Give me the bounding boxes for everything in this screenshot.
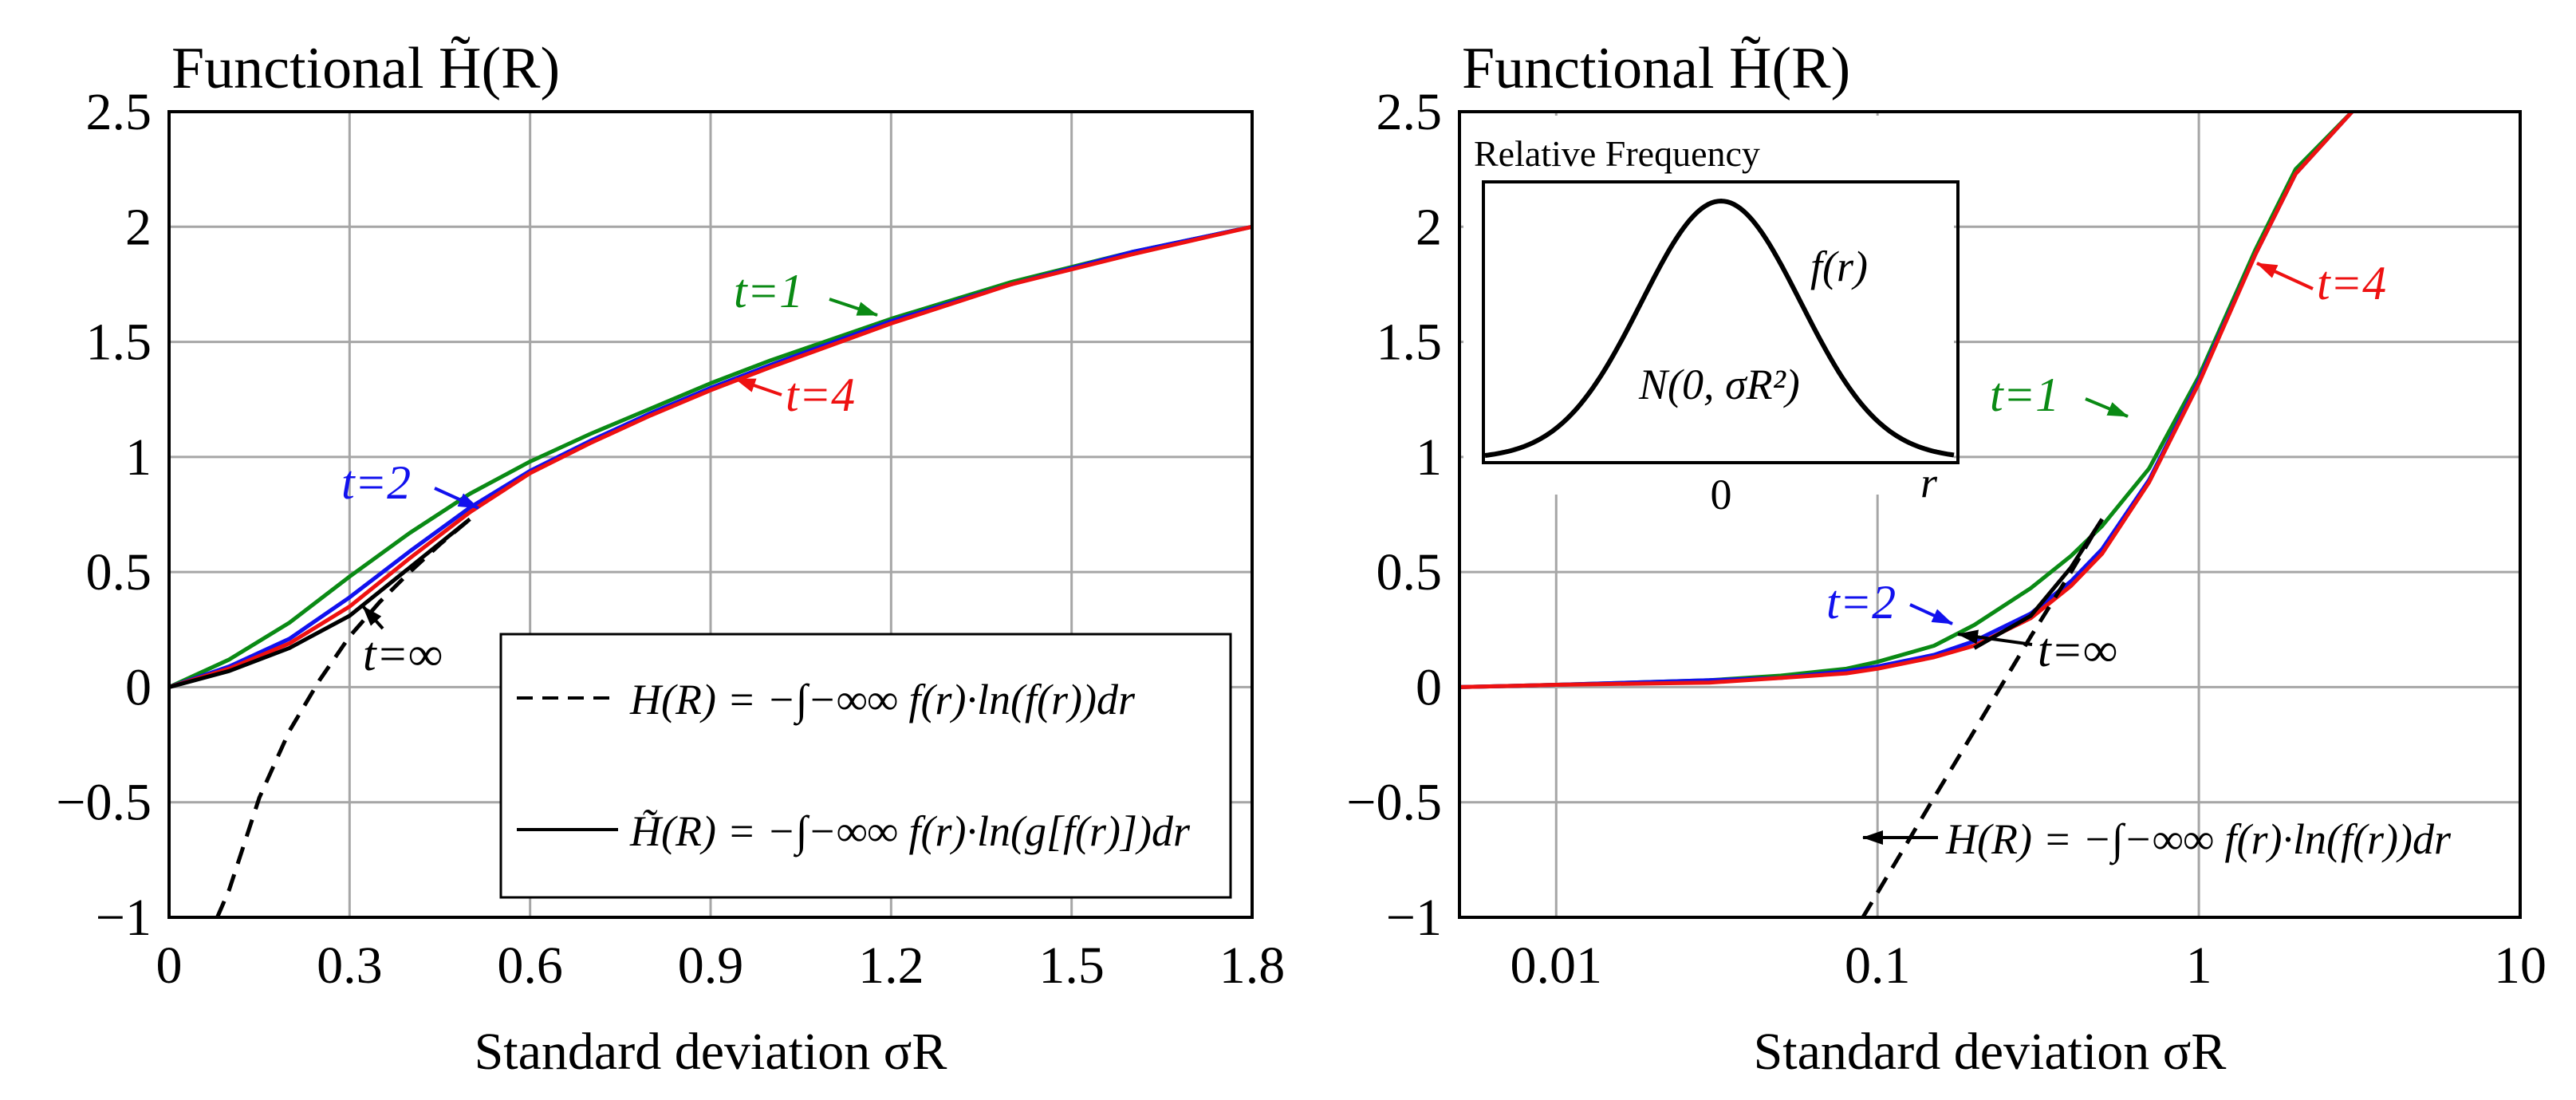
annotation-t2: t=2 — [1826, 576, 1896, 629]
annotation-t1: t=1 — [1990, 369, 2059, 421]
inset-title: Relative Frequency — [1474, 133, 1760, 174]
y-tick-label: 0.5 — [86, 543, 152, 601]
y-tick-label: −1 — [1386, 889, 1442, 947]
y-tick-label: 0 — [1416, 658, 1442, 716]
annotation-t4: t=4 — [786, 369, 855, 421]
y-tick-label: −1 — [96, 889, 152, 947]
y-tick-label: 2.5 — [86, 83, 152, 141]
y-tick-label: 0 — [125, 658, 152, 716]
series-lines — [167, 224, 1253, 918]
x-axis-label: Standard deviation σR — [1754, 1023, 2227, 1081]
chart-title: Functional H̃(R) — [171, 36, 560, 101]
x-tick-label: 1.5 — [1038, 936, 1105, 995]
x-tick-label: 0.01 — [1511, 936, 1603, 995]
legend: H(R) = −∫−∞∞ f(r)·ln(f(r))dr — [1862, 815, 2452, 865]
left-chart: Functional H̃(R) 2.5 2 1.5 1 0.5 0 −0.5 −1 0 0.3… — [56, 36, 1285, 1081]
x-axis-label: Standard deviation σR — [475, 1023, 947, 1081]
series-line-t4 — [168, 224, 1253, 689]
y-tick-label: 2.5 — [1377, 83, 1443, 141]
annotation-tinf-arrow — [1957, 629, 2033, 646]
legend: H(R) = −∫−∞∞ f(r)·ln(f(r))dr H̃(R) = −∫−… — [499, 633, 1232, 899]
y-tick-labels: 2.5 2 1.5 1 0.5 0 −0.5 −1 — [56, 83, 152, 947]
x-tick-labels: 0 0.3 0.6 0.9 1.2 1.5 1.8 — [156, 936, 1286, 995]
annotation-t4-arrow — [2256, 262, 2314, 290]
plot-frame — [167, 110, 1254, 919]
inset-gaussian-curve — [1484, 198, 1955, 458]
annotation-tinf: t=∞ — [2038, 624, 2117, 676]
x-tick-label: 1.8 — [1219, 936, 1286, 995]
y-tick-labels: 2.5 2 1.5 1 0.5 0 −0.5 −1 — [1346, 83, 1442, 947]
inset: Relative Frequency f(r) N(0, σR²) 0 r — [1463, 116, 1960, 518]
x-tick-label: 0.6 — [497, 936, 563, 995]
chart-title: Functional H̃(R) — [1462, 36, 1850, 101]
x-tick-label: 1.2 — [858, 936, 924, 995]
x-tick-label: 0 — [156, 936, 183, 995]
inset-background — [1463, 116, 1954, 495]
x-tick-label: 1 — [2186, 936, 2212, 995]
y-tick-label: 1.5 — [86, 313, 152, 372]
y-tick-label: −0.5 — [56, 774, 152, 832]
y-tick-label: 1 — [125, 428, 152, 487]
annotation-t1: t=1 — [734, 265, 803, 317]
x-tick-label: 0.9 — [678, 936, 744, 995]
plot-frame — [1458, 110, 2522, 919]
y-tick-label: 0.5 — [1377, 543, 1443, 601]
annotation-t4-arrow — [735, 377, 782, 396]
inset-curve-label: f(r) — [1810, 242, 1868, 290]
y-tick-label: 1.5 — [1377, 313, 1443, 372]
annotation-tinf: t=∞ — [363, 628, 443, 680]
legend-entry-H: H(R) = −∫−∞∞ f(r)·ln(f(r))dr — [1945, 815, 2452, 865]
y-tick-label: 2 — [125, 198, 152, 256]
series-lines — [1459, 110, 2354, 919]
inset-x-label: r — [1920, 459, 1938, 507]
x-tick-labels: 0.01 0.1 1 10 — [1511, 936, 2546, 995]
y-tick-label: 2 — [1416, 198, 1442, 256]
annotation-t2-arrow — [434, 487, 479, 510]
series-line-HR — [1861, 518, 2104, 919]
x-tick-label: 10 — [2494, 936, 2546, 995]
y-tick-label: −0.5 — [1346, 774, 1442, 832]
annotation-t2: t=2 — [341, 456, 411, 509]
legend-entry-H: H(R) = −∫−∞∞ f(r)·ln(f(r))dr — [629, 676, 1136, 726]
right-chart: Functional H̃(R) 2.5 2 1.5 1 0.5 0 −0.5 −1 0.01… — [1346, 36, 2546, 1081]
series-line-t1 — [167, 224, 1253, 689]
annotation-tinf-arrow — [361, 605, 384, 630]
annotation-t2-arrow — [1909, 603, 1953, 625]
inset-distribution-label: N(0, σR²) — [1638, 361, 1800, 408]
inset-x-tick: 0 — [1711, 471, 1732, 518]
y-tick-label: 1 — [1416, 428, 1442, 487]
x-tick-label: 0.1 — [1845, 936, 1911, 995]
inset-frame — [1482, 180, 1960, 464]
annotation-t1-arrow — [2085, 397, 2129, 418]
legend-box — [499, 633, 1232, 899]
x-tick-label: 0.3 — [317, 936, 383, 995]
annotation-t1-arrow — [829, 298, 878, 317]
annotation-t4: t=4 — [2317, 257, 2386, 309]
legend-entry-Htilde: H̃(R) = −∫−∞∞ f(r)·ln(g[f(r)])dr — [629, 807, 1191, 858]
series-line-tinf — [168, 517, 471, 689]
